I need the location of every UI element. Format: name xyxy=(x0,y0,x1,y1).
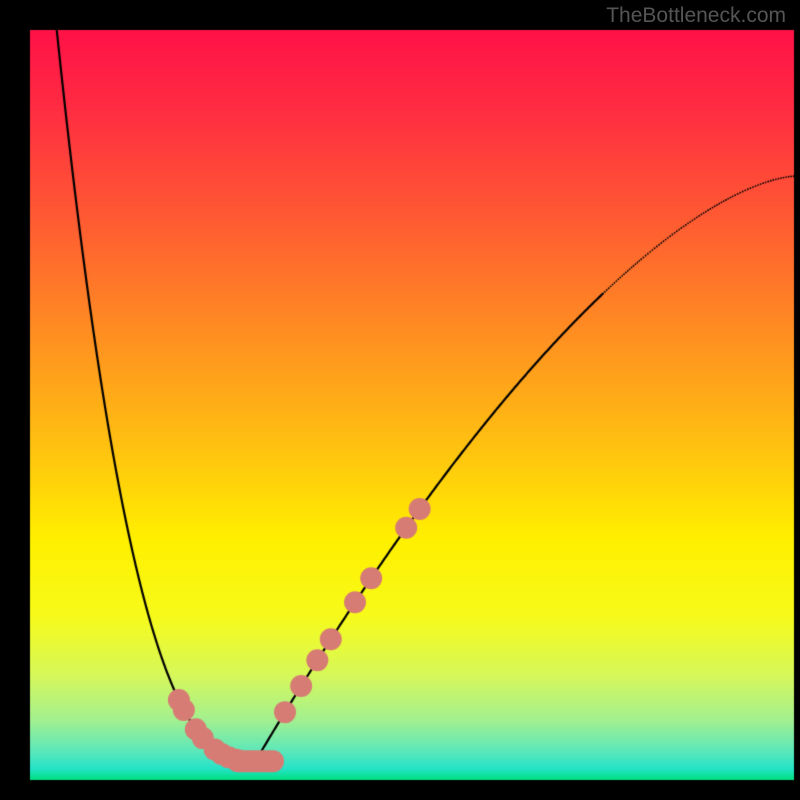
chart-stage: TheBottleneck.com xyxy=(0,0,800,800)
chart-canvas xyxy=(0,0,800,800)
watermark-text: TheBottleneck.com xyxy=(606,4,786,28)
